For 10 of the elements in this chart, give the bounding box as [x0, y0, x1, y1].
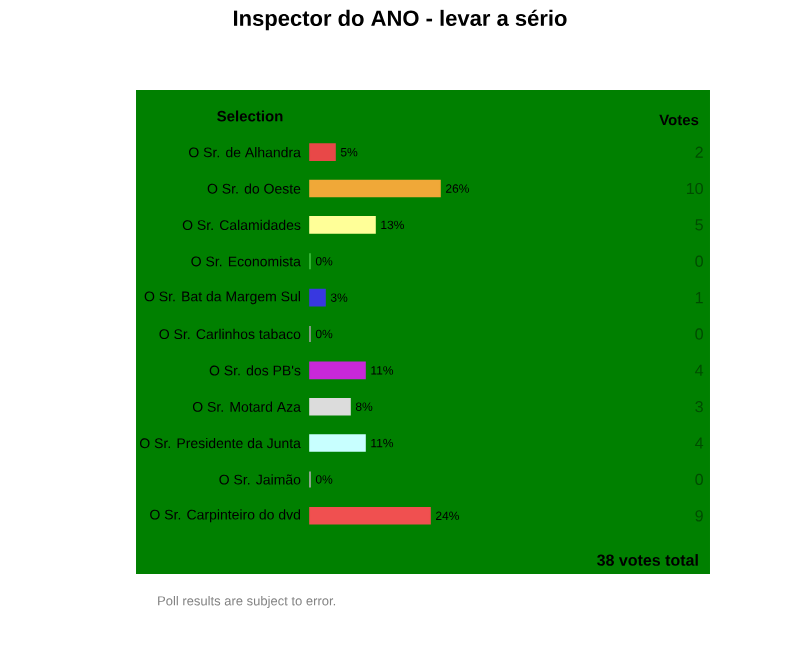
bar — [309, 361, 366, 380]
chart-title: Inspector do ANO - levar a sério — [233, 9, 567, 31]
text: 38 votes total — [597, 554, 698, 566]
bar — [309, 288, 326, 307]
bar — [309, 506, 431, 525]
bar — [309, 216, 376, 234]
bar — [309, 434, 366, 452]
bar — [309, 397, 351, 416]
bar — [309, 179, 441, 198]
bar — [309, 143, 336, 161]
